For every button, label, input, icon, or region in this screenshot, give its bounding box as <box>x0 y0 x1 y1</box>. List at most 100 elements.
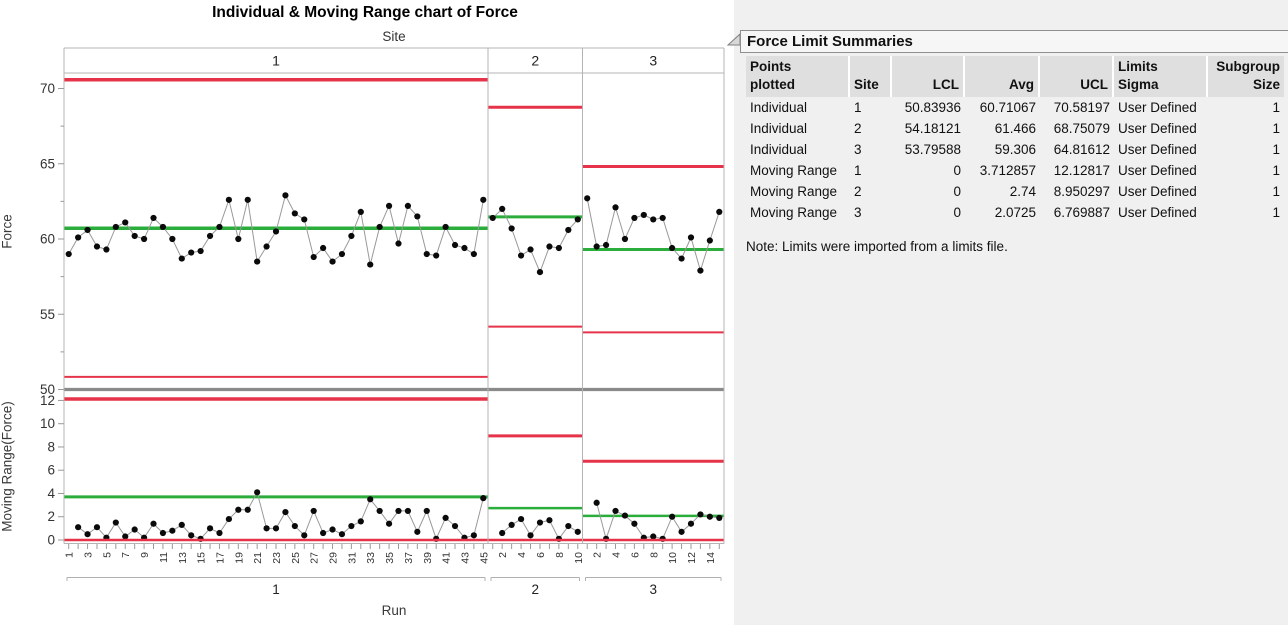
individual-point-site1-run42[interactable] <box>451 241 459 249</box>
mr-point-site1-run2[interactable] <box>75 524 82 531</box>
mr-point-site1-run16[interactable] <box>206 525 214 532</box>
mr-point-site1-run20[interactable] <box>244 506 251 513</box>
mr-point-site1-run11[interactable] <box>159 529 167 537</box>
individual-point-site3-run13[interactable] <box>697 267 704 274</box>
mr-point-site3-run4[interactable] <box>612 507 619 515</box>
individual-point-site1-run30[interactable] <box>338 250 346 258</box>
mr-point-site1-run28[interactable] <box>320 529 327 537</box>
individual-point-site3-run2[interactable] <box>593 243 600 250</box>
mr-point-site3-run6[interactable] <box>631 520 638 527</box>
individual-point-site1-run6[interactable] <box>112 223 119 231</box>
individual-point-site1-run23[interactable] <box>272 228 280 235</box>
individual-point-site1-run20[interactable] <box>244 196 251 203</box>
mr-point-site3-run10[interactable] <box>669 513 676 520</box>
individual-point-site1-run8[interactable] <box>131 232 138 240</box>
report-title-bar[interactable]: Force Limit Summaries <box>740 30 1288 53</box>
mr-point-site1-run13[interactable] <box>178 521 185 528</box>
mr-point-site1-run25[interactable] <box>291 522 298 530</box>
control-chart-canvas[interactable]: 1 3 5 7 9 11 13 15 17 19 21 23 25 27 29 31 33 35 37 39 41 43 4… <box>0 0 734 625</box>
mr-point-site1-run18[interactable] <box>225 515 232 523</box>
individual-point-site1-run28[interactable] <box>320 244 327 252</box>
individual-point-site2-run2[interactable] <box>499 205 506 212</box>
individual-point-site3-run3[interactable] <box>602 241 610 249</box>
mr-point-site1-run32[interactable] <box>357 518 364 525</box>
individual-point-site1-run25[interactable] <box>291 210 298 217</box>
individual-point-site3-run5[interactable] <box>621 235 629 243</box>
mr-point-site2-run2[interactable] <box>499 529 506 537</box>
individual-point-site3-run7[interactable] <box>640 211 647 219</box>
mr-point-site1-run6[interactable] <box>112 519 119 526</box>
individual-point-site1-run18[interactable] <box>225 196 232 203</box>
individual-point-site1-run41[interactable] <box>442 223 449 231</box>
individual-point-site2-run4[interactable] <box>517 252 525 259</box>
mr-point-site3-run12[interactable] <box>687 520 695 527</box>
mr-point-site1-run7[interactable] <box>122 533 129 540</box>
individual-point-site2-run3[interactable] <box>508 225 515 232</box>
individual-point-site1-run43[interactable] <box>461 244 468 252</box>
individual-point-site1-run21[interactable] <box>254 258 261 265</box>
individual-point-site1-run15[interactable] <box>197 247 204 255</box>
mr-point-site2-run3[interactable] <box>508 521 515 528</box>
individual-point-site1-run19[interactable] <box>235 235 242 243</box>
mr-point-site1-run23[interactable] <box>272 525 280 532</box>
individual-point-site3-run8[interactable] <box>650 216 657 223</box>
individual-point-site1-run33[interactable] <box>367 261 374 268</box>
mr-point-site1-run37[interactable] <box>404 507 412 515</box>
mr-point-site2-run7[interactable] <box>546 517 553 524</box>
mr-point-site3-run8[interactable] <box>650 533 657 540</box>
mr-point-site1-run34[interactable] <box>376 507 383 515</box>
mr-point-site3-run14[interactable] <box>706 513 713 520</box>
individual-point-site1-run11[interactable] <box>159 223 167 231</box>
individual-point-site3-run1[interactable] <box>584 195 591 202</box>
mr-point-site1-run38[interactable] <box>414 528 421 535</box>
mr-point-site1-run36[interactable] <box>395 507 402 515</box>
individual-point-site1-run3[interactable] <box>84 226 91 234</box>
individual-point-site1-run4[interactable] <box>93 243 101 250</box>
individual-point-site1-run5[interactable] <box>103 246 110 253</box>
individual-point-site2-run5[interactable] <box>527 246 534 253</box>
mr-point-site1-run26[interactable] <box>301 532 308 539</box>
individual-point-site1-run32[interactable] <box>357 208 364 216</box>
individual-point-site2-run9[interactable] <box>565 226 572 234</box>
mr-point-site3-run15[interactable] <box>716 514 723 522</box>
mr-point-site2-run5[interactable] <box>527 532 534 539</box>
individual-point-site3-run9[interactable] <box>659 214 666 222</box>
mr-point-site1-run44[interactable] <box>470 532 477 539</box>
mr-point-site1-run33[interactable] <box>367 496 374 503</box>
mr-point-site1-run39[interactable] <box>423 507 430 515</box>
mr-point-site3-run2[interactable] <box>593 499 600 506</box>
individual-point-site3-run15[interactable] <box>716 208 723 216</box>
individual-point-site3-run4[interactable] <box>612 204 619 211</box>
mr-point-site1-run41[interactable] <box>442 514 449 522</box>
mr-point-site1-run42[interactable] <box>451 522 459 530</box>
mr-point-site1-run35[interactable] <box>385 520 393 527</box>
individual-point-site1-run24[interactable] <box>282 192 289 199</box>
mr-point-site1-run19[interactable] <box>235 506 242 513</box>
individual-point-site1-run7[interactable] <box>122 219 129 226</box>
mr-point-site1-run29[interactable] <box>329 526 336 533</box>
mr-point-site1-run3[interactable] <box>84 531 91 538</box>
individual-point-site1-run22[interactable] <box>263 243 270 250</box>
mr-point-site1-run17[interactable] <box>216 529 223 537</box>
individual-point-site1-run39[interactable] <box>423 250 430 258</box>
individual-point-site1-run10[interactable] <box>150 214 157 222</box>
mr-point-site2-run10[interactable] <box>574 528 581 535</box>
individual-point-site1-run26[interactable] <box>301 216 308 223</box>
individual-point-site1-run16[interactable] <box>206 232 214 240</box>
mr-point-site1-run12[interactable] <box>169 527 176 534</box>
mr-point-site2-run6[interactable] <box>536 519 544 526</box>
individual-point-site1-run44[interactable] <box>470 250 477 258</box>
mr-point-site1-run31[interactable] <box>348 522 355 530</box>
individual-point-site2-run7[interactable] <box>546 243 553 250</box>
individual-point-site1-run1[interactable] <box>65 250 72 258</box>
mr-point-site2-run9[interactable] <box>565 522 572 530</box>
mr-point-site1-run30[interactable] <box>338 531 346 538</box>
individual-point-site1-run9[interactable] <box>140 235 148 243</box>
individual-point-site1-run17[interactable] <box>216 223 223 231</box>
individual-point-site2-run1[interactable] <box>489 214 496 222</box>
individual-point-site1-run45[interactable] <box>480 196 487 203</box>
individual-point-site1-run36[interactable] <box>395 240 402 247</box>
individual-point-site1-run31[interactable] <box>348 232 355 240</box>
individual-point-site1-run2[interactable] <box>75 234 82 241</box>
individual-point-site3-run11[interactable] <box>678 255 685 262</box>
